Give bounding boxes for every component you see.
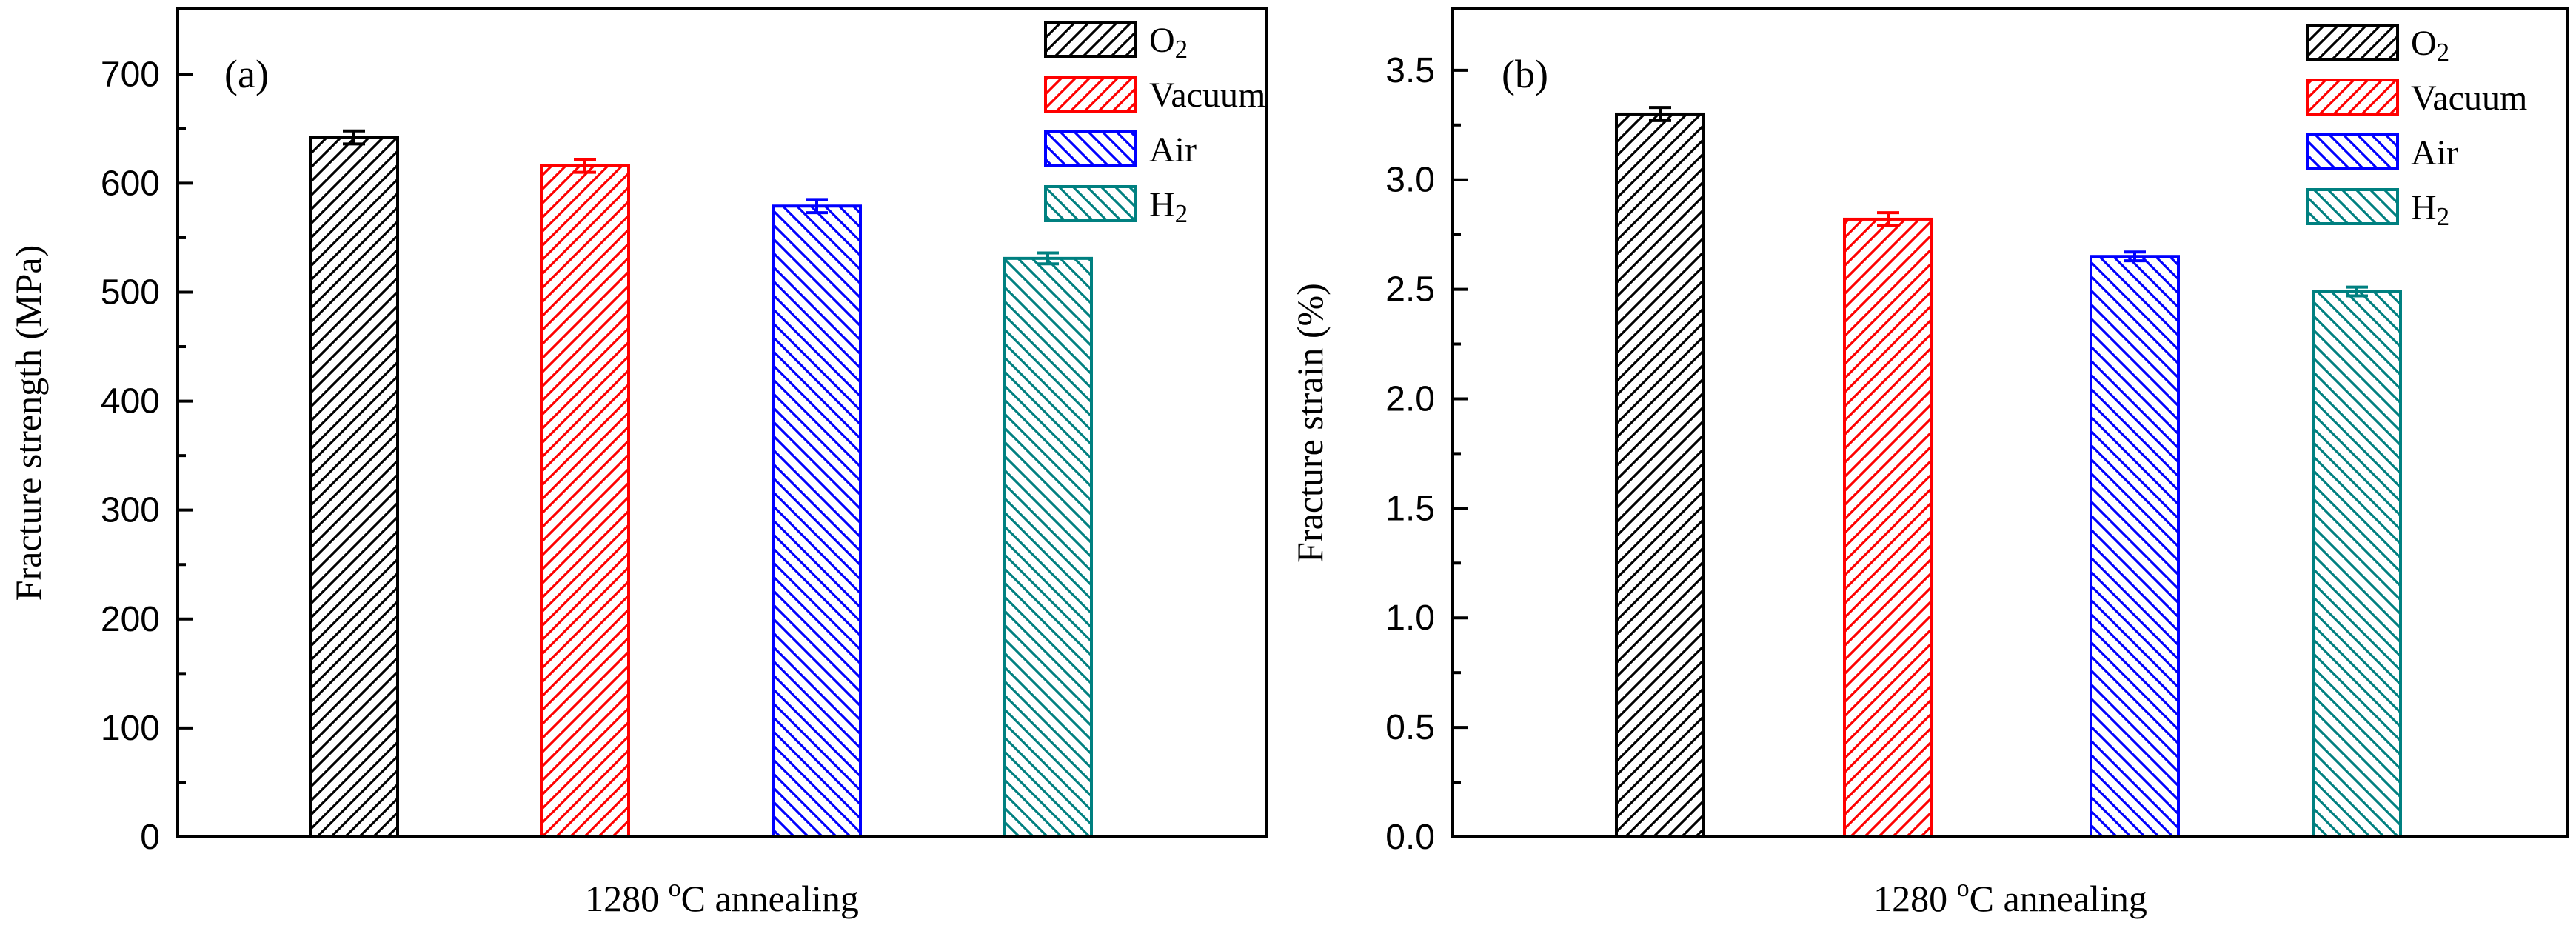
- legend-swatch-h2: [2306, 188, 2399, 225]
- legend: O2 Vacuum Air H2: [2306, 24, 2527, 231]
- bar-o2: [1615, 112, 1705, 838]
- y-tick-label: 2.0: [1385, 379, 1435, 418]
- legend-label-air: Air: [1149, 130, 1197, 170]
- error-bar-o2: [343, 129, 365, 146]
- y-tick-label: 0.5: [1385, 708, 1435, 747]
- y-tick-label: 3.5: [1385, 51, 1435, 90]
- plot-frame: [176, 7, 1268, 838]
- y-tick-label: 200: [101, 600, 160, 639]
- y-tick-label: 0: [140, 818, 160, 857]
- bar-h2: [1003, 256, 1093, 839]
- error-bar-h2: [1037, 251, 1059, 266]
- x-axis-label: 1280 oC annealing: [585, 875, 859, 919]
- x-axis-label: 1280 oC annealing: [1873, 875, 2147, 919]
- panel-label: (a): [224, 52, 269, 96]
- y-tick-label: 1.0: [1385, 598, 1435, 638]
- bar-o2: [309, 136, 399, 838]
- error-bar-vacuum: [1877, 211, 1899, 227]
- bar-vacuum: [540, 164, 630, 838]
- legend-swatch-h2: [1044, 185, 1137, 222]
- error-bar-vacuum: [574, 158, 596, 174]
- y-tick-label: 300: [101, 491, 160, 530]
- y-tick-label: 600: [101, 164, 160, 203]
- y-tick-label: 400: [101, 382, 160, 421]
- legend-label-vacuum: Vacuum: [2411, 79, 2527, 118]
- y-tick-label: 100: [101, 709, 160, 748]
- error-bar-h2: [2346, 285, 2368, 298]
- error-bar-air: [2124, 250, 2146, 263]
- bar-vacuum: [1843, 217, 1933, 838]
- panel-b: 0.0 0.5 1.0 1.5 2.0 2.5 3.0 3.5 Fracture strain …: [1289, 7, 2569, 919]
- legend-swatch-air: [1044, 130, 1137, 167]
- legend-swatch-air: [2306, 133, 2399, 170]
- bar-air: [2090, 255, 2180, 838]
- legend-label-h2: H2: [1149, 185, 1188, 228]
- y-tick-label: 0.0: [1385, 818, 1435, 857]
- panel-label: (b): [1502, 52, 1548, 96]
- error-bar-air: [806, 198, 828, 215]
- y-tick-label: 2.5: [1385, 270, 1435, 310]
- y-axis-label: Fracture strain (%): [1289, 283, 1331, 563]
- legend-label-o2: O2: [1149, 21, 1188, 64]
- legend-swatch-o2: [1044, 21, 1137, 58]
- y-tick-label: 700: [101, 55, 160, 94]
- legend-label-h2: H2: [2411, 188, 2449, 231]
- legend-label-o2: O2: [2411, 24, 2449, 67]
- legend-label-vacuum: Vacuum: [1149, 76, 1265, 115]
- plot-frame: [1451, 7, 2569, 838]
- y-tick-label: 500: [101, 273, 160, 312]
- y-tick-label: 3.0: [1385, 161, 1435, 200]
- legend-label-air: Air: [2411, 133, 2458, 173]
- error-bar-o2: [1649, 106, 1671, 122]
- legend-swatch-vacuum: [1044, 76, 1137, 113]
- bar-h2: [2312, 290, 2402, 838]
- legend-swatch-vacuum: [2306, 79, 2399, 116]
- bar-air: [772, 204, 862, 839]
- legend-swatch-o2: [2306, 24, 2399, 61]
- panel-a: 0 100 200 300 400 500 600 700 Fracture strength …: [7, 7, 1268, 919]
- legend: O2 Vacuum Air H2: [1044, 21, 1265, 228]
- y-tick-label: 1.5: [1385, 489, 1435, 528]
- y-axis-label: Fracture strength (MPa): [7, 245, 49, 601]
